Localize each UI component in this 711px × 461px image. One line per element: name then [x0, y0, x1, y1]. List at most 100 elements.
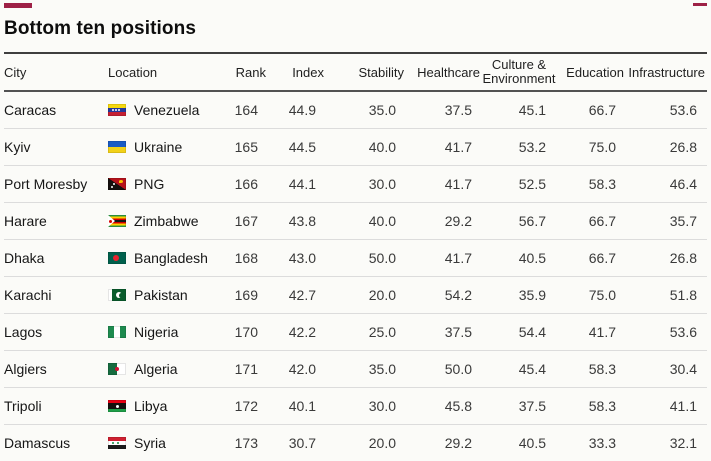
- rank-cell: 169: [220, 277, 268, 314]
- flag-icon-png: [108, 178, 126, 190]
- education-cell: 75.0: [556, 129, 626, 166]
- column-header-culture-environment: Culture & Environment: [482, 53, 556, 91]
- flag-icon-ukraine: [108, 141, 126, 153]
- country-label: PNG: [134, 176, 164, 192]
- healthcare-cell: 37.5: [406, 91, 482, 129]
- location-cell: Syria: [108, 425, 220, 461]
- city-cell: Harare: [4, 203, 108, 240]
- country-label: Libya: [134, 398, 167, 414]
- rank-cell: 164: [220, 91, 268, 129]
- culture-environment-cell: 37.5: [482, 388, 556, 425]
- culture-environment-cell: 45.1: [482, 91, 556, 129]
- city-cell: Algiers: [4, 351, 108, 388]
- column-header-infrastructure: Infrastructure: [626, 53, 707, 91]
- column-header-rank: Rank: [220, 53, 268, 91]
- infrastructure-cell: 53.6: [626, 91, 707, 129]
- column-header-index: Index: [268, 53, 326, 91]
- stability-cell: 20.0: [326, 425, 406, 461]
- top-right-red-mark: [693, 3, 707, 6]
- city-cell: Port Moresby: [4, 166, 108, 203]
- culture-environment-cell: 35.9: [482, 277, 556, 314]
- index-cell: 30.7: [268, 425, 326, 461]
- education-cell: 58.3: [556, 388, 626, 425]
- healthcare-cell: 29.2: [406, 425, 482, 461]
- index-cell: 43.8: [268, 203, 326, 240]
- infrastructure-cell: 46.4: [626, 166, 707, 203]
- country-label: Algeria: [134, 361, 178, 377]
- education-cell: 66.7: [556, 203, 626, 240]
- index-cell: 42.2: [268, 314, 326, 351]
- location-cell: Libya: [108, 388, 220, 425]
- index-cell: 42.0: [268, 351, 326, 388]
- rank-cell: 166: [220, 166, 268, 203]
- stability-cell: 25.0: [326, 314, 406, 351]
- infrastructure-cell: 30.4: [626, 351, 707, 388]
- healthcare-cell: 41.7: [406, 240, 482, 277]
- country-label: Nigeria: [134, 324, 178, 340]
- city-cell: Damascus: [4, 425, 108, 461]
- infrastructure-cell: 26.8: [626, 129, 707, 166]
- rank-cell: 168: [220, 240, 268, 277]
- healthcare-cell: 41.7: [406, 129, 482, 166]
- healthcare-cell: 29.2: [406, 203, 482, 240]
- column-header-stability: Stability: [326, 53, 406, 91]
- culture-environment-cell: 40.5: [482, 425, 556, 461]
- location-cell: Algeria: [108, 351, 220, 388]
- location-cell: Bangladesh: [108, 240, 220, 277]
- city-cell: Dhaka: [4, 240, 108, 277]
- page-title: Bottom ten positions: [4, 18, 707, 40]
- column-header-healthcare: Healthcare: [406, 53, 482, 91]
- city-cell: Caracas: [4, 91, 108, 129]
- rank-cell: 172: [220, 388, 268, 425]
- infrastructure-cell: 32.1: [626, 425, 707, 461]
- index-cell: 43.0: [268, 240, 326, 277]
- city-cell: Tripoli: [4, 388, 108, 425]
- country-label: Bangladesh: [134, 250, 208, 266]
- flag-icon-venezuela: [108, 104, 126, 116]
- location-cell: PNG: [108, 166, 220, 203]
- country-label: Syria: [134, 435, 166, 451]
- rank-cell: 167: [220, 203, 268, 240]
- stability-cell: 30.0: [326, 166, 406, 203]
- location-cell: Pakistan: [108, 277, 220, 314]
- rank-cell: 170: [220, 314, 268, 351]
- flag-icon-zimbabwe: [108, 215, 126, 227]
- country-label: Venezuela: [134, 102, 199, 118]
- city-cell: Kyiv: [4, 129, 108, 166]
- healthcare-cell: 50.0: [406, 351, 482, 388]
- flag-icon-syria: [108, 437, 126, 449]
- country-label: Zimbabwe: [134, 213, 199, 229]
- index-cell: 44.1: [268, 166, 326, 203]
- healthcare-cell: 45.8: [406, 388, 482, 425]
- location-cell: Venezuela: [108, 91, 220, 129]
- column-header-location: Location: [108, 53, 220, 91]
- location-cell: Ukraine: [108, 129, 220, 166]
- index-cell: 44.9: [268, 91, 326, 129]
- flag-icon-bangladesh: [108, 252, 126, 264]
- column-header-city: City: [4, 53, 108, 91]
- education-cell: 58.3: [556, 351, 626, 388]
- column-header-education: Education: [556, 53, 626, 91]
- education-cell: 66.7: [556, 91, 626, 129]
- culture-environment-cell: 53.2: [482, 129, 556, 166]
- flag-icon-libya: [108, 400, 126, 412]
- education-cell: 41.7: [556, 314, 626, 351]
- infrastructure-cell: 41.1: [626, 388, 707, 425]
- city-cell: Karachi: [4, 277, 108, 314]
- culture-environment-cell: 54.4: [482, 314, 556, 351]
- stability-cell: 40.0: [326, 203, 406, 240]
- education-cell: 66.7: [556, 240, 626, 277]
- location-cell: Nigeria: [108, 314, 220, 351]
- flag-icon-pakistan: [108, 289, 126, 301]
- culture-environment-cell: 52.5: [482, 166, 556, 203]
